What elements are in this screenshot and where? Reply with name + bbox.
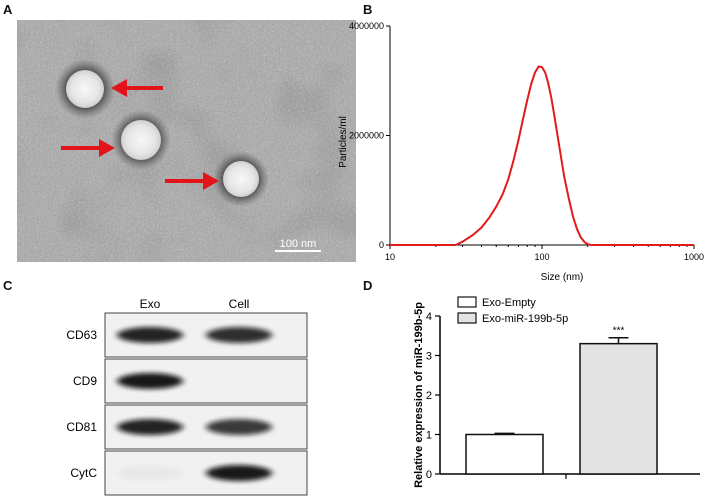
blot-row: CD81 — [66, 404, 308, 450]
y-axis-label: Relative expression of miR-199b-5p — [413, 302, 425, 488]
vesicle — [223, 161, 259, 197]
panel-letter-c: C — [3, 278, 13, 293]
arrow-icon — [165, 172, 219, 190]
size-distribution-chart: Particles/ml Size (nm) 0 2000000 4000000 10… — [338, 21, 704, 283]
blot-band — [117, 465, 183, 481]
x-axis-label: Size (nm) — [541, 272, 584, 283]
legend-item: Exo-miR-199b-5p — [457, 312, 568, 325]
legend-swatch — [457, 296, 477, 308]
vesicle — [121, 120, 161, 160]
blot-band — [206, 419, 272, 435]
relative-expression-chart: Relative expression of miR-199b-5p 0 1 2 3 4… — [413, 296, 700, 488]
series-line — [390, 65, 694, 246]
y-axis-label: Particles/ml — [338, 116, 349, 168]
western-blot — [0, 0, 1, 1]
blot-band — [117, 373, 183, 389]
legend-item: Exo-Empty — [457, 296, 536, 309]
blot-row: CD9 — [73, 358, 308, 404]
blot-band — [117, 327, 183, 343]
legend-label: Exo-miR-199b-5p — [482, 313, 568, 325]
bar — [465, 433, 544, 475]
blot-band — [117, 419, 183, 435]
western-blot-panel: Exo Cell CD63 CD9 CD81 CytC — [66, 297, 308, 496]
lane-label-cell: Cell — [229, 297, 250, 311]
y-tick-label: 2000000 — [349, 131, 384, 141]
blot-row-label: CD81 — [66, 420, 97, 434]
y-tick-label: 1 — [426, 430, 432, 442]
panel-letter-b: B — [363, 2, 373, 17]
blot-row: CD63 — [66, 312, 308, 358]
y-tick-label: 0 — [379, 240, 384, 250]
arrow-icon — [111, 79, 163, 97]
legend-label: Exo-Empty — [482, 297, 536, 309]
blot-row-label: CytC — [70, 466, 97, 480]
y-tick-label: 4 — [426, 311, 432, 323]
x-tick-label: 100 — [534, 252, 549, 262]
y-tick-label: 0 — [426, 469, 432, 481]
bar — [579, 342, 658, 475]
significance-label: *** — [613, 326, 625, 337]
y-tick-label: 3 — [426, 351, 432, 363]
y-tick-label: 2 — [426, 390, 432, 402]
tem-micrograph: 100 nm — [17, 20, 356, 262]
panel-letter-a: A — [3, 2, 13, 17]
vesicle — [66, 70, 104, 108]
x-tick-label: 1000 — [684, 252, 704, 262]
y-tick-label: 4000000 — [349, 21, 384, 31]
panel-letter-d: D — [363, 278, 373, 293]
arrow-icon — [61, 139, 115, 157]
blot-row-label: CD63 — [66, 328, 97, 342]
scale-bar-label: 100 nm — [280, 238, 317, 250]
lane-label-exo: Exo — [140, 297, 161, 311]
blot-band — [206, 327, 272, 343]
x-tick-label: 10 — [385, 252, 395, 262]
blot-row-label: CD9 — [73, 374, 97, 388]
blot-row: CytC — [70, 450, 308, 496]
blot-band — [206, 465, 272, 481]
legend-swatch — [457, 312, 477, 324]
